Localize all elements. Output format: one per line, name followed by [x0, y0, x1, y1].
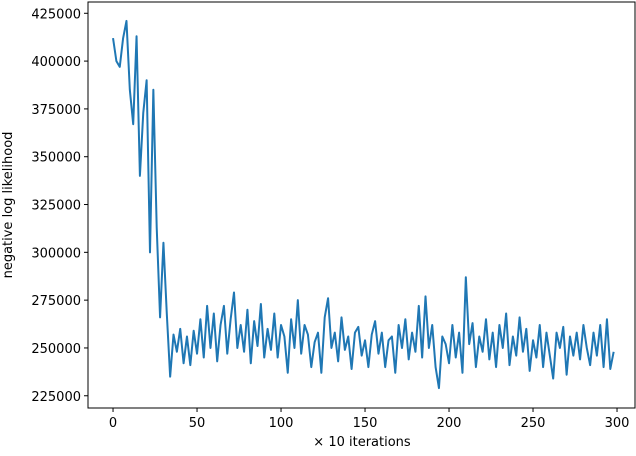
y-tick-label: 225000: [31, 390, 81, 405]
x-tick-label: 50: [189, 416, 206, 431]
y-tick-label: 275000: [31, 294, 81, 309]
x-tick-label: 300: [605, 416, 630, 431]
y-tick-label: 400000: [31, 55, 81, 70]
y-tick-label: 300000: [31, 246, 81, 261]
y-tick-label: 325000: [31, 199, 81, 214]
x-tick-label: 250: [521, 416, 546, 431]
y-axis-label: negative log likelihood: [1, 132, 16, 279]
data-line: [112, 19, 615, 390]
x-axis-label: × 10 iterations: [313, 435, 411, 450]
x-tick-label: 150: [353, 416, 378, 431]
y-tick-label: 250000: [31, 342, 81, 357]
y-tick-label: 425000: [31, 7, 81, 22]
x-tick-label: 100: [269, 416, 294, 431]
x-tick-label: 0: [109, 416, 117, 431]
x-tick-label: 200: [437, 416, 462, 431]
y-tick-label: 350000: [31, 151, 81, 166]
y-tick-label: 375000: [31, 103, 81, 118]
